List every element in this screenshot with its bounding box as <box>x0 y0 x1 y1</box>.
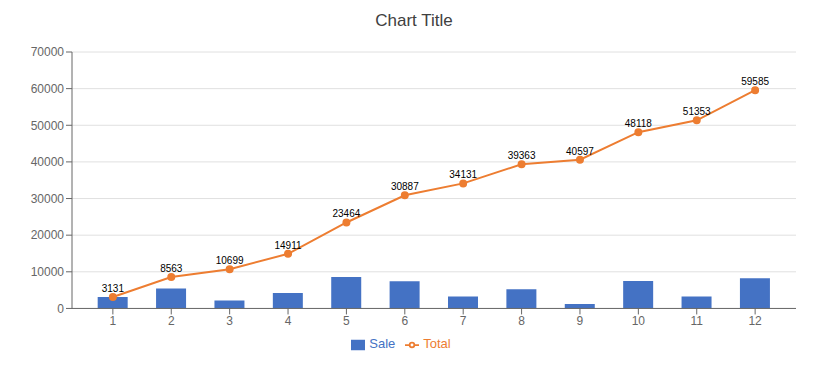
svg-text:12: 12 <box>748 314 762 328</box>
svg-text:39363: 39363 <box>508 150 536 161</box>
svg-text:3131: 3131 <box>102 283 125 294</box>
svg-text:1: 1 <box>110 314 117 328</box>
svg-text:5: 5 <box>343 314 350 328</box>
svg-text:10699: 10699 <box>216 255 244 266</box>
svg-text:7: 7 <box>460 314 467 328</box>
svg-text:8: 8 <box>518 314 525 328</box>
svg-text:6: 6 <box>401 314 408 328</box>
svg-text:60000: 60000 <box>31 82 65 96</box>
svg-text:9: 9 <box>577 314 584 328</box>
svg-text:10000: 10000 <box>31 265 65 279</box>
html-text:Total: Total <box>423 336 451 352</box>
svg-text:51353: 51353 <box>683 106 711 117</box>
svg-text:14911: 14911 <box>274 240 302 251</box>
svg-text:30000: 30000 <box>31 192 65 206</box>
svg-text:70000: 70000 <box>31 45 65 59</box>
svg-text:3: 3 <box>226 314 233 328</box>
html-text:Sale: Sale <box>369 336 396 352</box>
svg-text:8563: 8563 <box>160 263 183 274</box>
svg-text:34131: 34131 <box>449 169 477 180</box>
svg-text:10: 10 <box>632 314 646 328</box>
svg-text:2: 2 <box>168 314 175 328</box>
svg-text:30887: 30887 <box>391 181 419 192</box>
svg-text:48118: 48118 <box>625 118 653 129</box>
html-text:Chart Title: Chart Title <box>375 11 453 30</box>
svg-text:59585: 59585 <box>741 76 769 87</box>
svg-text:4: 4 <box>285 314 292 328</box>
svg-text:40000: 40000 <box>31 155 65 169</box>
svg-text:0: 0 <box>57 302 64 316</box>
svg-text:40597: 40597 <box>566 146 594 157</box>
svg-text:23464: 23464 <box>333 208 361 219</box>
svg-text:50000: 50000 <box>31 119 65 133</box>
svg-text:11: 11 <box>691 314 704 328</box>
svg-text:20000: 20000 <box>31 228 65 242</box>
